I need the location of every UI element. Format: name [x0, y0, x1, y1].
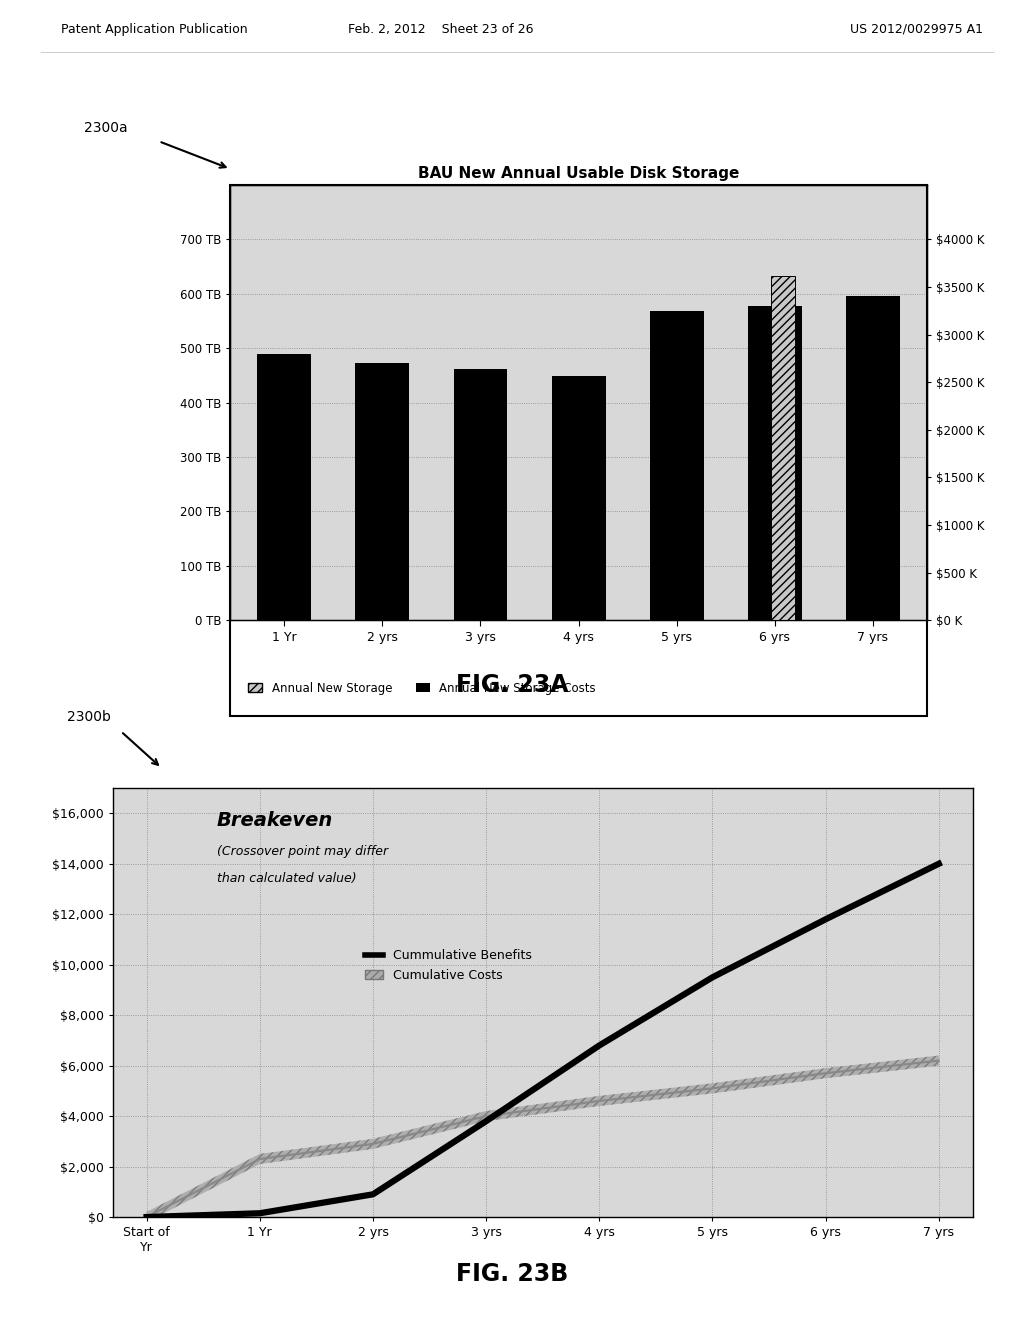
Text: Breakeven: Breakeven [217, 812, 333, 830]
Bar [454, 368, 508, 620]
Text: US 2012/0029975 A1: US 2012/0029975 A1 [850, 22, 983, 36]
Text: FIG. 23B: FIG. 23B [456, 1262, 568, 1286]
Bar [649, 312, 703, 620]
Legend: Cummulative Benefits, Cumulative Costs: Cummulative Benefits, Cumulative Costs [359, 944, 538, 986]
Bar [748, 306, 802, 620]
Bar [355, 363, 410, 620]
Text: 2300b: 2300b [67, 710, 111, 723]
Bar [771, 276, 795, 620]
Text: (Crossover point may differ: (Crossover point may differ [217, 845, 388, 858]
Bar [257, 354, 311, 620]
Bar [846, 297, 900, 620]
Title: BAU New Annual Usable Disk Storage: BAU New Annual Usable Disk Storage [418, 166, 739, 181]
Text: Patent Application Publication: Patent Application Publication [61, 22, 248, 36]
Text: than calculated value): than calculated value) [217, 873, 356, 886]
Text: FIG. 23A: FIG. 23A [456, 673, 568, 697]
Text: 2300a: 2300a [84, 121, 128, 135]
Text: Feb. 2, 2012    Sheet 23 of 26: Feb. 2, 2012 Sheet 23 of 26 [347, 22, 534, 36]
Bar [552, 376, 605, 620]
Legend: Annual New Storage, Annual New Storage Costs: Annual New Storage, Annual New Storage C… [244, 677, 601, 700]
Bar [230, 185, 927, 717]
